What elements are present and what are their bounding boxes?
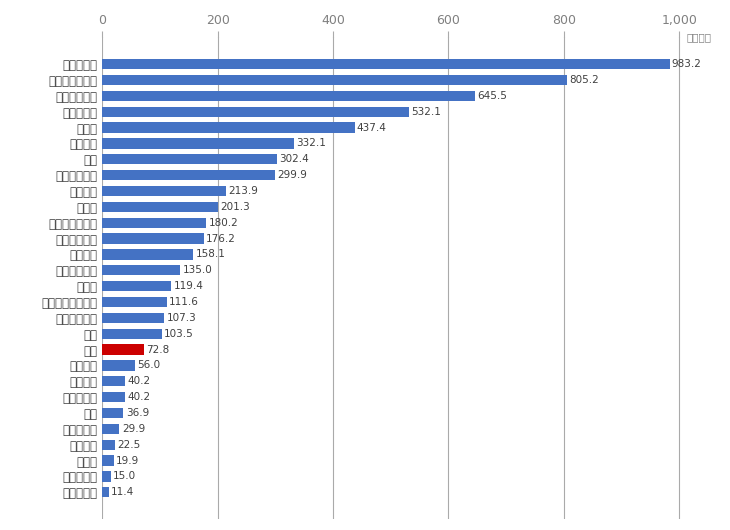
Text: 302.4: 302.4 [279,154,309,164]
Text: 176.2: 176.2 [206,234,236,244]
Text: 332.1: 332.1 [296,138,326,148]
Bar [102,344,145,355]
Bar [102,329,162,339]
Bar [102,471,111,482]
Bar [102,107,410,117]
Bar [102,138,294,148]
Bar [102,186,226,196]
Bar [102,313,164,323]
Bar [102,392,126,402]
Text: 119.4: 119.4 [174,281,203,291]
Bar [102,439,115,450]
Text: 22.5: 22.5 [118,440,141,450]
Text: 213.9: 213.9 [228,186,258,196]
Text: 40.2: 40.2 [128,392,151,402]
Text: 299.9: 299.9 [277,170,307,180]
Bar [102,59,669,69]
Bar [102,297,166,307]
Bar [102,455,114,466]
Bar [102,249,193,260]
Text: 135.0: 135.0 [182,266,212,275]
Text: 111.6: 111.6 [169,297,199,307]
Text: 645.5: 645.5 [477,91,507,101]
Text: 40.2: 40.2 [128,376,151,386]
Text: 437.4: 437.4 [357,122,387,132]
Text: 180.2: 180.2 [209,218,238,228]
Bar [102,424,120,434]
Text: 11.4: 11.4 [111,487,134,497]
Text: 158.1: 158.1 [196,250,226,260]
Bar [102,218,206,228]
Bar [102,376,126,386]
Bar [102,408,123,418]
Text: （ドル）: （ドル） [686,32,711,42]
Bar [102,487,109,498]
Bar [102,360,134,370]
Text: 29.9: 29.9 [122,424,145,434]
Text: 103.5: 103.5 [164,329,194,339]
Bar [102,122,355,132]
Bar [102,265,180,276]
Bar [102,91,474,101]
Text: 15.0: 15.0 [113,472,137,481]
Text: 201.3: 201.3 [220,202,250,212]
Text: 805.2: 805.2 [569,75,599,85]
Text: 72.8: 72.8 [147,344,170,355]
Text: 19.9: 19.9 [116,456,139,466]
Bar [102,154,277,164]
Text: 36.9: 36.9 [126,408,149,418]
Text: 56.0: 56.0 [137,360,160,370]
Bar [102,281,171,292]
Bar [102,202,218,212]
Text: 532.1: 532.1 [412,107,442,117]
Text: 107.3: 107.3 [166,313,196,323]
Text: 983.2: 983.2 [672,59,702,69]
Bar [102,75,566,85]
Bar [102,170,275,180]
Bar [102,233,204,244]
